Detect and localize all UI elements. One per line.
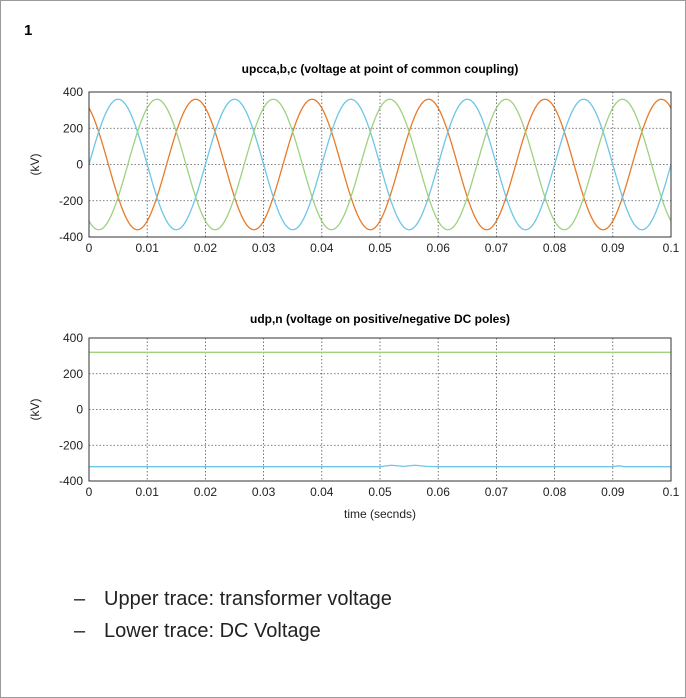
bullet-item: – Lower trace: DC Voltage: [74, 620, 392, 643]
x-tick-label: 0.01: [136, 485, 160, 499]
y-tick-label: -200: [59, 438, 83, 452]
chart-pcc-voltage: upcca,b,c (voltage at point of common co…: [28, 62, 680, 255]
y-tick-label: 400: [63, 331, 83, 345]
chart-dc-voltage: udp,n (voltage on positive/negative DC p…: [28, 312, 680, 521]
y-tick-label: 200: [63, 121, 83, 135]
x-tick-label: 0.1: [663, 241, 680, 255]
x-tick-label: 0.06: [427, 485, 451, 499]
x-tick-label: 0.03: [252, 241, 276, 255]
y-tick-label: 200: [63, 367, 83, 381]
x-tick-label: 0.02: [194, 485, 218, 499]
x-tick-label: 0.04: [310, 485, 334, 499]
x-tick-label: 0.01: [136, 241, 160, 255]
y-tick-label: -400: [59, 474, 83, 488]
y-axis-label: (kV): [28, 154, 42, 176]
x-tick-label: 0.07: [485, 241, 509, 255]
x-tick-label: 0.09: [601, 485, 625, 499]
y-tick-label: 0: [76, 158, 83, 172]
x-tick-label: 0: [86, 485, 93, 499]
x-tick-label: 0.02: [194, 241, 218, 255]
series-line: [88, 98, 672, 231]
x-tick-label: 0.07: [485, 485, 509, 499]
bullet-text: Upper trace: transformer voltage: [104, 588, 392, 610]
bullet-item: – Upper trace: transformer voltage: [74, 588, 392, 611]
bullet-text: Lower trace: DC Voltage: [104, 620, 321, 642]
bullet-list: – Upper trace: transformer voltage – Lower…: [74, 588, 392, 652]
plot-frame: [88, 91, 672, 238]
series-line: [89, 464, 671, 468]
slide-number: 1: [24, 22, 33, 39]
y-tick-label: 0: [76, 403, 83, 417]
x-tick-label: 0.04: [310, 241, 334, 255]
x-tick-label: 0.08: [543, 241, 567, 255]
y-tick-label: 400: [63, 85, 83, 99]
x-tick-label: 0.09: [601, 241, 625, 255]
x-tick-label: 0: [86, 241, 93, 255]
x-axis-label: time (secnds): [344, 507, 416, 521]
series-line: [88, 98, 672, 231]
x-tick-label: 0.06: [427, 241, 451, 255]
x-tick-label: 0.05: [368, 241, 392, 255]
series-line: [88, 98, 672, 231]
y-tick-label: -400: [59, 230, 83, 244]
y-tick-label: -200: [59, 194, 83, 208]
x-tick-label: 0.05: [368, 485, 392, 499]
y-axis-label: (kV): [28, 399, 42, 421]
chart-title: udp,n (voltage on positive/negative DC p…: [250, 312, 510, 326]
x-tick-label: 0.1: [663, 485, 680, 499]
dash-icon: –: [74, 620, 86, 642]
x-tick-label: 0.03: [252, 485, 276, 499]
chart-title: upcca,b,c (voltage at point of common co…: [242, 62, 519, 76]
dash-icon: –: [74, 588, 86, 610]
plot-frame: [88, 337, 672, 482]
x-tick-label: 0.08: [543, 485, 567, 499]
